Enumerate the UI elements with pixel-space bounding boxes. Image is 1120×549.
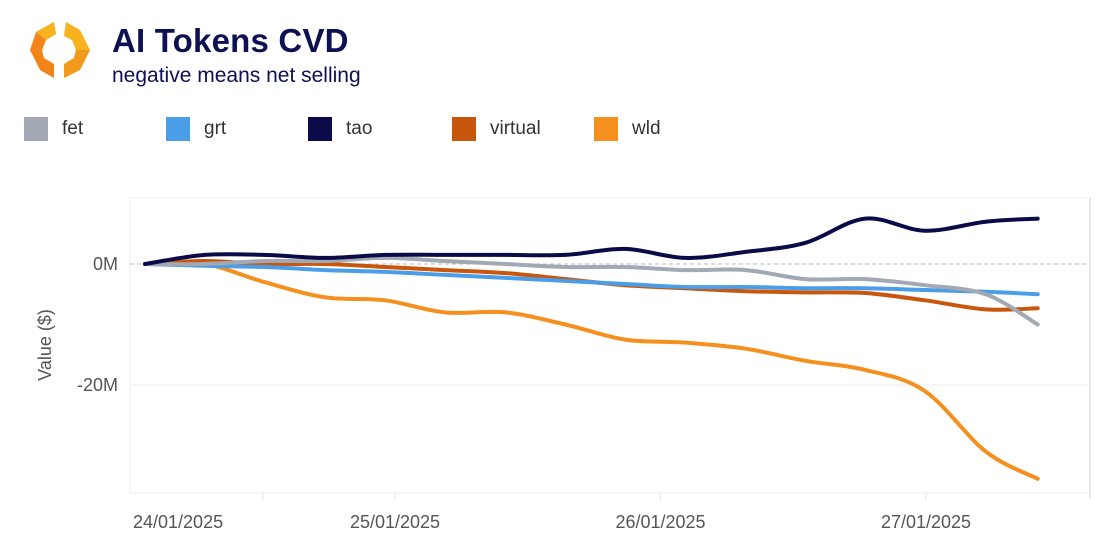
legend-swatch-virtual: [452, 117, 476, 141]
legend-item-virtual[interactable]: virtual: [452, 116, 541, 142]
x-tick-label: 26/01/2025: [615, 512, 705, 532]
legend-label-grt: grt: [204, 118, 227, 139]
legend-label-tao: tao: [346, 118, 373, 139]
x-axis-ticks: 24/01/2025 25/01/2025 26/01/2025 27/01/2025: [133, 493, 971, 532]
legend-swatch-grt: [166, 117, 190, 141]
logo-right-bracket-shade: [64, 50, 90, 78]
legend-item-fet[interactable]: fet: [24, 116, 83, 142]
series-line-wld[interactable]: [143, 260, 1040, 481]
legend-label-virtual: virtual: [490, 118, 541, 139]
series-line-tao[interactable]: [143, 216, 1040, 266]
legend-item-wld[interactable]: wld: [594, 116, 661, 142]
gridlines: [130, 263, 1090, 386]
chart-subtitle: negative means net selling: [112, 64, 361, 87]
y-axis-title: Value ($): [35, 309, 55, 381]
y-tick-label: 0M: [93, 254, 118, 274]
legend-item-grt[interactable]: grt: [166, 116, 226, 142]
plot-area: [129, 197, 1091, 494]
chart-title: AI Tokens CVD: [112, 22, 349, 59]
series-line-fet[interactable]: [143, 255, 1040, 327]
x-tick-label: 24/01/2025: [133, 512, 223, 532]
x-tick-label: 27/01/2025: [881, 512, 971, 532]
legend-label-fet: fet: [62, 118, 84, 139]
series-line-grt[interactable]: [143, 262, 1040, 297]
series-lines: [143, 216, 1040, 481]
y-tick-label: -20M: [77, 375, 118, 395]
legend-swatch-fet: [24, 117, 48, 141]
legend-swatch-wld: [594, 117, 618, 141]
chart-legend: fet grt tao virtual wld: [24, 116, 724, 144]
legend-swatch-tao: [308, 117, 332, 141]
logo-left-bracket-highlight: [36, 22, 56, 40]
legend-item-tao[interactable]: tao: [308, 116, 372, 142]
brand-logo-icon: [30, 22, 90, 78]
y-axis-ticks: 0M -20M: [77, 254, 118, 395]
x-tick-label: 25/01/2025: [350, 512, 440, 532]
legend-label-wld: wld: [632, 118, 661, 139]
